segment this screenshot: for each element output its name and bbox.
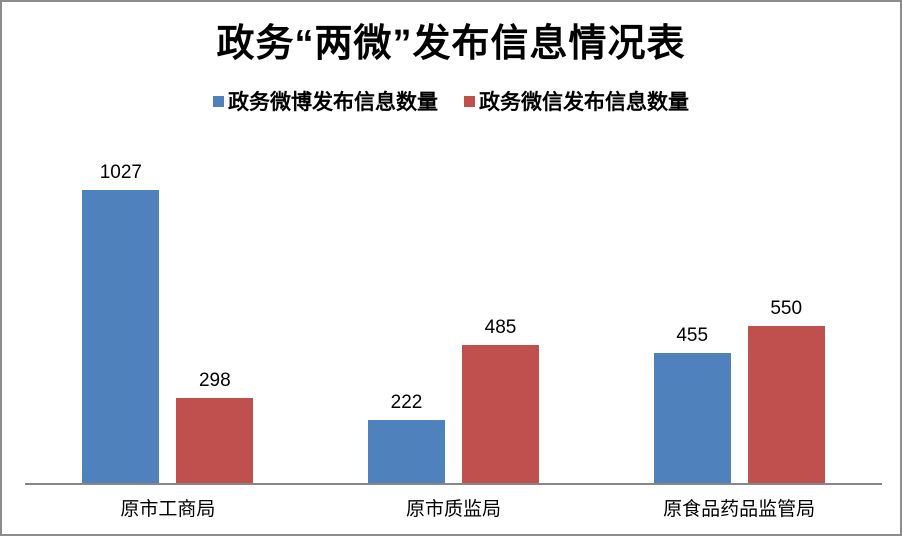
- bar-value-label: 222: [390, 392, 423, 413]
- legend-marker-wechat: [464, 95, 475, 107]
- bar-value-label: 485: [484, 317, 517, 338]
- bar-wrap-wechat: 485: [462, 317, 539, 483]
- bar-weibo: [82, 190, 160, 483]
- legend-label-weibo: 政务微博发布信息数量: [228, 91, 438, 114]
- bar-value-label: 550: [770, 298, 803, 319]
- chart-legend: 政务微博发布信息数量 政务微信发布信息数量: [2, 86, 900, 116]
- bar-wrap-weibo: 455: [653, 325, 731, 483]
- bar-wrap-weibo: 1027: [82, 162, 160, 483]
- bar-weibo: [653, 353, 731, 483]
- bar-weibo: [368, 420, 445, 483]
- category-label: 原市质监局: [406, 499, 502, 520]
- bar-wrap-weibo: 222: [368, 392, 445, 483]
- legend-label-wechat: 政务微信发布信息数量: [479, 91, 689, 114]
- bar-wechat: [747, 326, 825, 483]
- legend-item-wechat: 政务微信发布信息数量: [464, 86, 689, 116]
- category-label: 原食品药品监管局: [663, 499, 816, 520]
- legend-item-weibo: 政务微博发布信息数量: [213, 86, 438, 116]
- bar-value-label: 298: [198, 370, 231, 391]
- legend-marker-weibo: [213, 95, 224, 107]
- category-axis: 原市工商局 原市质监局 原食品药品监管局: [25, 494, 882, 521]
- bar-value-label: 1027: [99, 162, 142, 183]
- category-label: 原市工商局: [120, 499, 216, 520]
- chart-title: 政务“两微”发布信息情况表: [216, 23, 686, 65]
- bar-group: 455 550: [596, 115, 882, 483]
- bar-wechat: [176, 398, 254, 483]
- bar-value-label: 455: [676, 325, 709, 346]
- bar-group: 222 485: [311, 115, 597, 483]
- bar-wechat: [462, 345, 539, 483]
- bar-wrap-wechat: 298: [176, 370, 254, 483]
- x-axis-line: [25, 483, 882, 485]
- bar-wrap-wechat: 550: [747, 298, 825, 483]
- plot-area: 1027 298 222 485 455 550: [25, 115, 882, 483]
- bar-group: 1027 298: [25, 115, 311, 483]
